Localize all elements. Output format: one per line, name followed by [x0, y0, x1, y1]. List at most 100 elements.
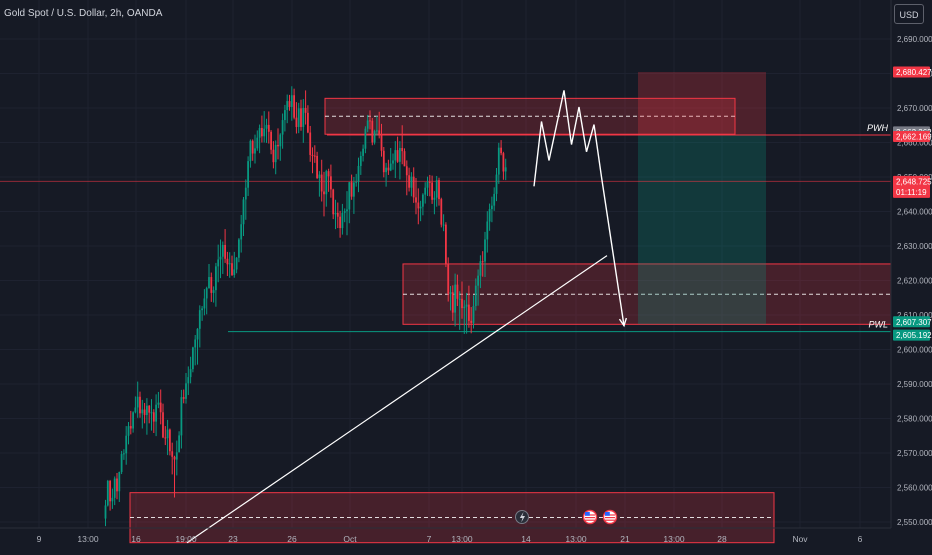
price-tag-background	[893, 329, 930, 341]
candle-body	[385, 167, 387, 173]
price-tag-background	[893, 316, 930, 328]
candle-body	[120, 454, 123, 472]
candle	[401, 125, 404, 165]
candle-body	[263, 128, 266, 137]
candle	[104, 499, 107, 527]
candle-body	[293, 95, 295, 118]
x-tick-label: 14	[521, 534, 531, 544]
candle-body	[136, 396, 139, 408]
horizontal-lines: PWH PWL	[0, 123, 891, 333]
candle	[468, 285, 470, 328]
candle-body	[481, 261, 484, 263]
candle-body	[472, 306, 475, 323]
candle	[431, 175, 433, 204]
x-tick-label: 19:00	[175, 534, 197, 544]
currency-button[interactable]: USD	[894, 4, 924, 24]
candle-body	[277, 144, 279, 147]
candle-body	[493, 193, 496, 206]
candle	[373, 129, 376, 145]
candle-body	[111, 497, 114, 502]
price-tag-background	[893, 175, 930, 198]
candle-body	[198, 310, 201, 329]
candle-body	[369, 120, 371, 122]
x-tick-label: Nov	[792, 534, 808, 544]
candle-body	[405, 166, 408, 176]
candle-body	[192, 347, 194, 370]
candle-body	[139, 396, 141, 414]
x-tick-label: 13:00	[77, 534, 99, 544]
candle	[148, 405, 151, 424]
candle	[472, 295, 475, 329]
candle-body	[178, 435, 180, 453]
candle-body	[104, 505, 107, 519]
candle-body	[173, 456, 176, 460]
candle-body	[373, 131, 376, 143]
candle-body	[392, 160, 394, 164]
candle-body	[159, 402, 162, 413]
candle-body	[433, 197, 436, 200]
candle-body	[488, 209, 491, 222]
candle	[290, 86, 293, 121]
candle	[382, 146, 385, 178]
candle-body	[288, 101, 291, 107]
candle	[205, 286, 208, 315]
candle-body	[355, 181, 358, 183]
price-tag: 2,680.427	[893, 66, 932, 78]
candle	[279, 133, 282, 161]
price-tag-label: 2,662.169	[896, 133, 932, 142]
candle	[417, 188, 420, 225]
candle	[194, 335, 197, 366]
candle-body	[175, 452, 178, 460]
candle	[394, 141, 397, 179]
x-tick-label: 26	[287, 534, 297, 544]
candle-body	[477, 275, 479, 286]
candle	[316, 151, 318, 180]
candle	[224, 229, 226, 263]
candle-body	[125, 435, 128, 454]
candle-body	[300, 108, 302, 127]
candle	[187, 366, 190, 396]
candle	[408, 167, 410, 192]
candle-body	[182, 397, 185, 399]
candle	[111, 488, 114, 509]
candle	[201, 306, 203, 321]
candle-body	[208, 277, 210, 289]
candle	[502, 151, 505, 180]
candle	[456, 274, 459, 307]
candle-body	[327, 171, 330, 177]
candle	[380, 123, 383, 157]
candle-body	[465, 304, 468, 307]
candle	[286, 94, 289, 124]
candle-body	[343, 211, 346, 213]
candle-body	[401, 148, 404, 152]
candle	[162, 403, 164, 439]
candle	[125, 426, 128, 465]
candle	[364, 126, 367, 154]
candle	[405, 160, 408, 196]
price-tag-background	[893, 131, 930, 143]
price-tag: 2,605.192	[893, 329, 932, 341]
candle-body	[445, 224, 447, 265]
candle-body	[461, 298, 463, 309]
candle-body	[318, 174, 321, 179]
candle-body	[258, 128, 261, 138]
price-tag-label: 2,648.725	[896, 177, 932, 186]
candle-body	[215, 266, 217, 291]
candle-body	[323, 191, 325, 195]
candle-body	[123, 453, 125, 455]
candle-body	[447, 264, 450, 294]
candle-body	[394, 150, 397, 161]
candle-body	[235, 257, 238, 270]
candle	[486, 211, 489, 253]
candle-body	[403, 151, 406, 167]
candle-body	[244, 187, 247, 200]
price-tag: 2,648.725 01:11:19	[893, 175, 932, 198]
candle	[399, 141, 401, 180]
candle-body	[426, 181, 429, 188]
flag-canton	[585, 512, 590, 516]
candle-body	[442, 224, 445, 226]
candle-body	[320, 174, 323, 192]
candle-body	[325, 171, 328, 195]
candle-body	[187, 377, 190, 384]
